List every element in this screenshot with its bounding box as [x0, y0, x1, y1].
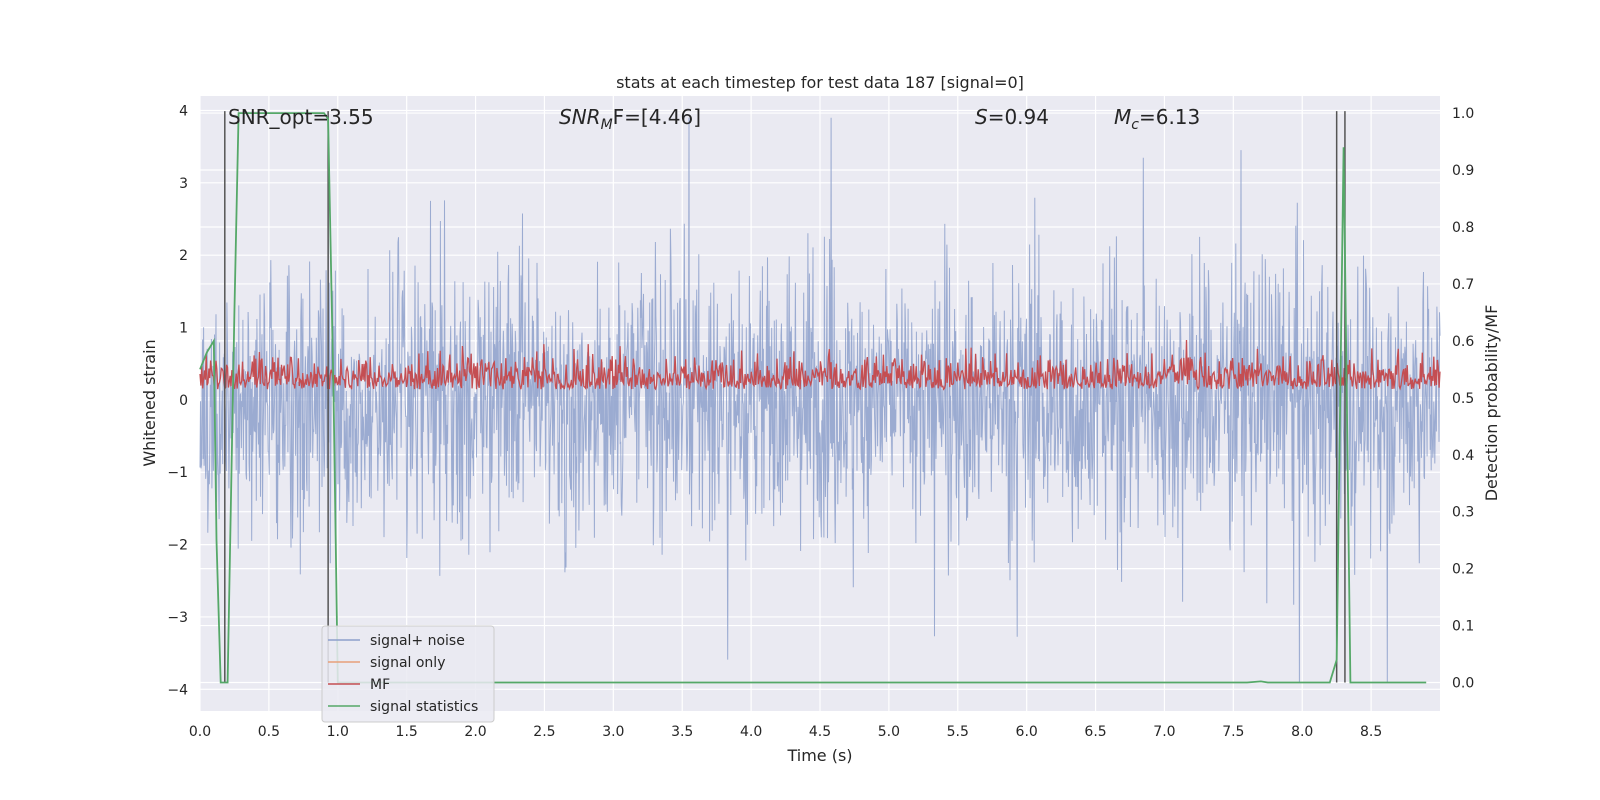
y-right-tick-label: 0.8	[1452, 220, 1474, 236]
mf-line	[199, 339, 1441, 392]
x-tick-label: 3.5	[671, 724, 693, 740]
y-left-tick-label: 4	[179, 103, 188, 119]
x-tick-label: 7.5	[1222, 724, 1244, 740]
snr-mf-main: SNR	[559, 105, 601, 129]
y-right-tick-label: 0.4	[1452, 448, 1474, 464]
x-tick-label: 5.5	[947, 724, 969, 740]
legend: signal+ noise signal only MF signal stat…	[321, 625, 495, 723]
s-rest: =0.94	[988, 105, 1049, 129]
s-main: S	[975, 105, 988, 129]
legend-label-signal-statistics: signal statistics	[370, 699, 478, 715]
mc-sub: c	[1131, 117, 1139, 133]
x-tick-label: 7.0	[1153, 724, 1175, 740]
legend-label-signal-only: signal only	[370, 655, 445, 671]
y-left-tick-label: −1	[167, 465, 188, 481]
snr-mf-rest: F=[4.46]	[613, 105, 701, 129]
x-tick-label: 3.0	[602, 724, 624, 740]
legend-label-mf: MF	[370, 677, 390, 693]
x-tick-label: 0.5	[258, 724, 280, 740]
mc-main: M	[1114, 105, 1131, 129]
y-left-tick-label: 2	[179, 248, 188, 264]
s-annotation: S=0.94	[975, 105, 1049, 129]
signal-statistics-series	[199, 112, 1427, 684]
x-tick-label: 5.0	[878, 724, 900, 740]
signal-noise-line	[199, 117, 1441, 683]
y-right-tick-label: 0.6	[1452, 334, 1474, 350]
y-right-tick-labels: 0.0 0.1 0.2 0.3 0.4 0.5 0.6 0.7 0.8 0.9 1.0	[1452, 106, 1474, 691]
signal-statistics-line	[199, 112, 1427, 684]
x-tick-label: 8.0	[1291, 724, 1313, 740]
x-tick-label: 4.5	[809, 724, 831, 740]
mf-series	[199, 339, 1441, 392]
y-left-tick-labels: −4 −3 −2 −1 0 1 2 3 4	[167, 103, 188, 698]
snr-mf-annotation: SNRMF=[4.46]	[559, 105, 701, 133]
y-right-tick-label: 0.2	[1452, 562, 1474, 578]
y-right-tick-label: 0.5	[1452, 391, 1474, 407]
y-left-tick-label: 3	[179, 176, 188, 192]
grid	[199, 96, 1440, 711]
y-left-tick-label: −2	[167, 538, 188, 554]
snr-opt-annotation: SNR_opt=3.55	[228, 105, 374, 129]
y-right-tick-label: 0.1	[1452, 619, 1474, 635]
chart-title: stats at each timestep for test data 187…	[616, 73, 1024, 92]
y-left-tick-label: 1	[179, 321, 188, 337]
y-left-axis-label: Whitened strain	[140, 339, 159, 466]
x-tick-label: 4.0	[740, 724, 762, 740]
x-tick-label: 6.5	[1084, 724, 1106, 740]
y-right-tick-label: 0.9	[1452, 163, 1474, 179]
x-axis-label: Time (s)	[786, 746, 852, 765]
x-tick-label: 1.5	[396, 724, 418, 740]
y-right-axis-label: Detection probability/MF	[1482, 305, 1501, 502]
x-tick-label: 6.0	[1016, 724, 1038, 740]
legend-label-signal-noise: signal+ noise	[370, 633, 465, 649]
y-right-tick-label: 1.0	[1452, 106, 1474, 122]
y-right-tick-label: 0.0	[1452, 676, 1474, 692]
y-left-tick-label: −4	[167, 682, 188, 698]
mc-rest: =6.13	[1139, 105, 1200, 129]
x-tick-label: 0.0	[189, 724, 211, 740]
y-right-tick-label: 0.3	[1452, 505, 1474, 521]
y-right-tick-label: 0.7	[1452, 277, 1474, 293]
y-left-tick-label: 0	[179, 393, 188, 409]
y-left-tick-label: −3	[167, 610, 188, 626]
x-tick-label: 1.0	[327, 724, 349, 740]
x-tick-label: 2.5	[533, 724, 555, 740]
signal-noise-series	[199, 117, 1441, 683]
mc-annotation: Mc=6.13	[1114, 105, 1200, 133]
snr-mf-sub: M	[601, 117, 613, 133]
x-tick-label: 2.0	[464, 724, 486, 740]
x-tick-label: 8.5	[1360, 724, 1382, 740]
legend-box	[321, 625, 495, 723]
x-tick-labels: 0.0 0.5 1.0 1.5 2.0 2.5 3.0 3.5 4.0 4.5 5.0 5.5 6.0 6…	[189, 724, 1382, 740]
vertical-markers	[224, 111, 1346, 683]
